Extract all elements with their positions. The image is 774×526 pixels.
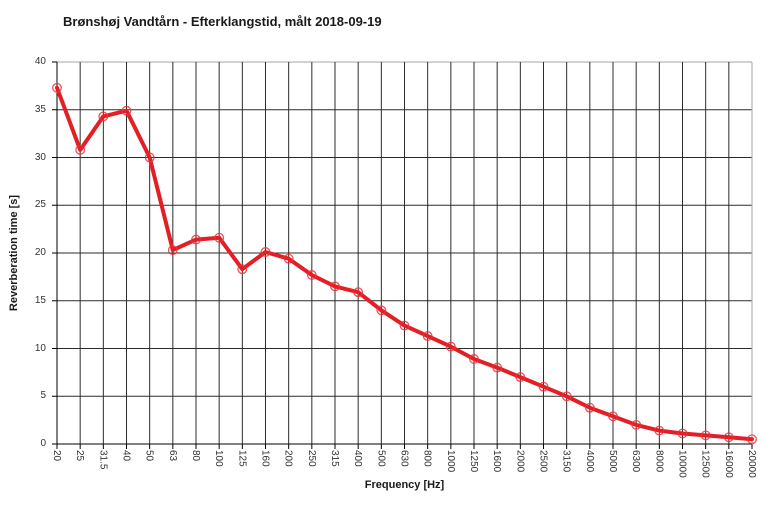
y-tick-label: 15 (34, 294, 46, 306)
data-point-marker (747, 434, 757, 445)
data-point-marker (376, 305, 387, 316)
data-point-marker (75, 144, 86, 155)
x-tick-label: 8000 (653, 450, 665, 473)
x-tick-label: 1000 (444, 450, 456, 473)
data-point-marker (584, 402, 595, 413)
x-tick-label: 25 (74, 450, 86, 462)
data-point-marker (353, 287, 364, 298)
data-point-marker (422, 331, 433, 342)
y-tick-label: 40 (34, 56, 46, 67)
x-tick-label: 5000 (607, 450, 618, 473)
data-point-marker (538, 381, 549, 392)
y-axis-title: Reverberation time [s] (8, 194, 20, 312)
data-point-marker (121, 105, 132, 116)
data-point-marker (260, 247, 271, 257)
x-tick-label: 6300 (630, 450, 642, 473)
y-tick-label: 35 (34, 103, 46, 115)
y-tick-label: 25 (34, 199, 46, 211)
data-point-marker (191, 234, 201, 245)
x-tick-label: 63 (166, 450, 178, 462)
x-tick-label: 1600 (491, 450, 503, 473)
plot-area (52, 61, 757, 449)
data-point-marker (700, 430, 711, 441)
data-point-marker (492, 362, 503, 373)
x-tick-label: 160 (259, 450, 271, 467)
x-tick-label: 250 (305, 450, 317, 467)
data-point-marker (167, 245, 178, 256)
chart-title: Brønshøj Vandtårn - Efterklangstid, målt… (63, 14, 382, 29)
y-tick-label: 5 (40, 390, 46, 402)
x-tick-label: 630 (398, 450, 410, 467)
series-markers (52, 82, 757, 445)
x-tick-label: 800 (421, 450, 433, 467)
data-point-marker (608, 411, 618, 422)
x-tick-label: 20 (51, 450, 62, 462)
x-tick-label: 12500 (699, 450, 711, 478)
x-tick-label: 315 (329, 450, 340, 467)
y-tick-label: 20 (34, 247, 46, 258)
x-tick-label: 31.5 (97, 450, 109, 470)
data-point-marker (306, 270, 317, 280)
x-tick-label: 200 (282, 450, 294, 467)
data-point-marker (469, 354, 479, 364)
x-tick-label: 100 (213, 450, 225, 467)
x-tick-label: 1250 (468, 450, 479, 473)
data-point-marker (677, 428, 688, 439)
x-tick-label: 400 (352, 450, 364, 467)
x-tick-label: 2000 (514, 450, 526, 473)
data-point-marker (283, 253, 294, 264)
data-point-marker (330, 281, 340, 292)
x-tick-label: 80 (190, 450, 201, 462)
h-gridlines (52, 61, 752, 445)
data-point-marker (561, 391, 572, 402)
series-line (55, 85, 754, 442)
x-tick-label: 50 (143, 450, 155, 462)
data-point-marker (515, 372, 526, 383)
x-tick-label: 125 (236, 450, 248, 467)
y-tick-label: 0 (40, 438, 46, 449)
x-tick-label: 500 (375, 450, 387, 467)
data-point-marker (214, 232, 225, 243)
v-gridlines (56, 62, 753, 449)
data-point-marker (144, 152, 155, 163)
data-point-marker (654, 425, 665, 436)
y-tick-label: 30 (34, 151, 46, 163)
data-point-marker (445, 341, 456, 352)
data-point-marker (98, 111, 109, 122)
data-point-marker (237, 264, 248, 275)
data-point-marker (399, 320, 410, 331)
data-point-marker (52, 82, 62, 93)
x-tick-label: 3150 (560, 450, 572, 473)
data-point-marker (631, 419, 642, 430)
y-tick-label: 10 (34, 342, 46, 354)
x-tick-label: 4000 (583, 450, 595, 473)
x-tick-label: 16000 (722, 450, 734, 478)
x-tick-label: 40 (120, 450, 132, 462)
plot-svg (52, 61, 757, 449)
x-axis-title: Frequency [Hz] (364, 479, 445, 491)
x-tick-label: 10000 (676, 450, 688, 478)
data-point-marker (723, 432, 734, 443)
x-tick-label: 20000 (746, 450, 757, 478)
x-tick-label: 2500 (537, 450, 549, 473)
